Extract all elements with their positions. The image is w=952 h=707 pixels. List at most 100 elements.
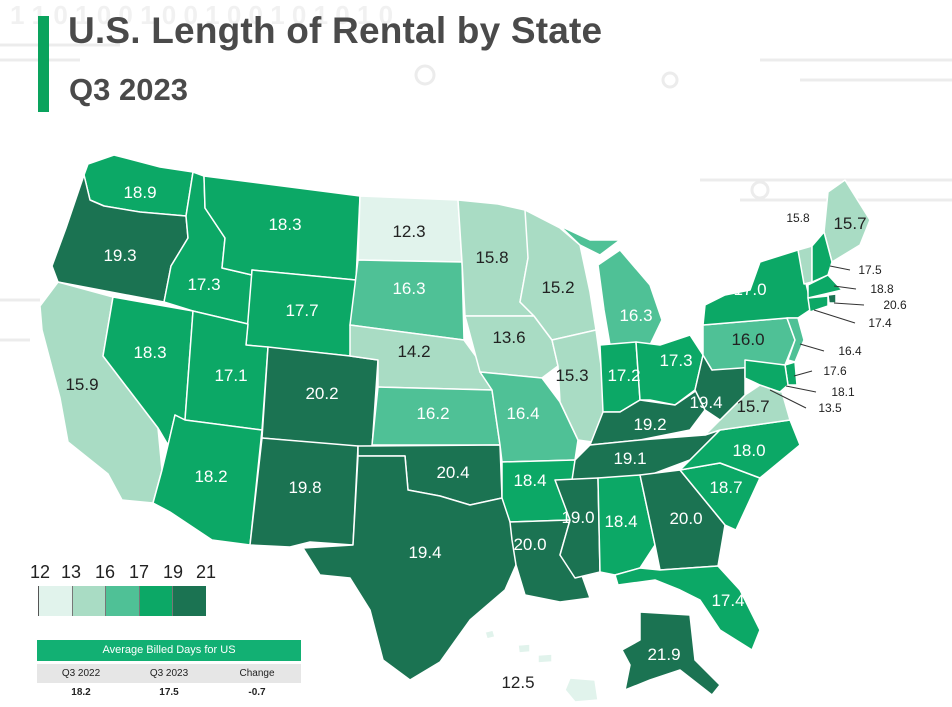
state-label-ca: 15.9 [65, 375, 98, 394]
state-label-wy: 17.7 [285, 301, 318, 320]
state-label-sd: 16.3 [392, 279, 425, 298]
column-q3-2023: Q3 2023 [149, 668, 189, 679]
legend-break-0: 12 [29, 562, 51, 582]
callout-line-ct [813, 309, 856, 324]
callout-line-nj [799, 343, 825, 352]
state-label-ks: 16.2 [416, 404, 449, 423]
state-label-nj: 16.4 [838, 344, 862, 358]
callout-line-md [785, 385, 817, 393]
state-label-nm: 19.8 [288, 478, 321, 497]
state-label-ut: 17.1 [214, 366, 247, 385]
state-label-ga: 20.0 [669, 509, 702, 528]
state-label-nv: 18.3 [133, 343, 166, 362]
state-label-ms: 19.0 [561, 508, 594, 527]
average-billed-days-table: Average Billed Days for US Q3 2022 Q3 20… [37, 640, 301, 703]
state-ma [807, 274, 843, 299]
table-row: 18.2 17.5 -0.7 [37, 683, 301, 703]
state-label-mn: 15.8 [475, 248, 508, 267]
page-title: U.S. Length of Rental by State [68, 10, 603, 51]
state-label-mo: 16.4 [506, 404, 539, 423]
state-label-ar: 18.4 [513, 471, 546, 490]
value-q3-2022: 18.2 [71, 687, 91, 698]
legend-break-5: 21 [195, 562, 217, 582]
state-label-wv: 19.4 [689, 393, 722, 412]
state-label-wi: 15.2 [541, 278, 574, 297]
state-label-il: 15.3 [555, 366, 588, 385]
state-label-fl: 17.4 [711, 591, 744, 610]
page-subtitle: Q3 2023 [69, 72, 188, 107]
state-ri [827, 293, 837, 304]
legend-swatches [38, 586, 206, 616]
title-accent-bar [38, 16, 49, 112]
state-label-nh: 17.5 [858, 263, 882, 277]
state-label-va: 15.7 [736, 397, 769, 416]
color-legend: 12 13 16 17 19 21 [28, 562, 218, 622]
state-label-me: 15.7 [833, 214, 866, 233]
svg-text:1 1 0 1 0 0 1 0 0 1 0 0 1 0 1: 1 1 0 1 0 0 1 0 0 1 0 0 1 0 1 0 1 0 [10, 0, 393, 30]
state-label-in: 17.2 [607, 366, 640, 385]
legend-swatch-3 [138, 586, 173, 616]
legend-swatch-4 [172, 586, 206, 616]
state-ct [807, 295, 829, 313]
state-label-al: 18.4 [604, 512, 637, 531]
state-tx [302, 455, 517, 681]
value-q3-2023: 17.5 [159, 687, 179, 698]
legend-swatch-2 [105, 586, 139, 616]
state-label-id: 17.3 [187, 275, 220, 294]
state-fl [614, 565, 761, 651]
state-label-tn: 19.1 [613, 449, 646, 468]
state-label-co: 20.2 [305, 384, 338, 403]
state-label-ny: 17.0 [733, 280, 766, 299]
state-label-mi: 16.3 [619, 306, 652, 325]
value-change: -0.7 [248, 687, 266, 698]
legend-break-3: 17 [128, 562, 150, 582]
state-label-ia: 13.6 [492, 328, 525, 347]
state-label-dc: 13.5 [818, 401, 842, 415]
state-label-az: 18.2 [194, 467, 227, 486]
legend-break-4: 19 [162, 562, 184, 582]
callout-line-de [793, 370, 813, 377]
callout-line-ri [833, 302, 865, 306]
column-change: Change [239, 668, 275, 679]
state-label-nd: 12.3 [392, 222, 425, 241]
state-label-ma: 18.8 [870, 282, 894, 296]
state-hi [484, 629, 599, 703]
legend-break-2: 16 [94, 562, 116, 582]
state-ak [621, 611, 721, 696]
state-mi [559, 225, 663, 346]
state-label-or: 19.3 [103, 246, 136, 265]
state-nh [811, 231, 833, 283]
table-header-row: Q3 2022 Q3 2023 Change [37, 664, 301, 683]
state-label-ak: 21.9 [647, 645, 680, 664]
state-md [744, 359, 789, 393]
state-label-tx: 19.4 [408, 543, 441, 562]
state-label-hi: 12.5 [501, 673, 534, 692]
state-label-sc: 18.7 [709, 478, 742, 497]
state-label-ky: 19.2 [633, 415, 666, 434]
state-label-ok: 20.4 [436, 463, 469, 482]
legend-swatch-1 [71, 586, 106, 616]
state-co [261, 346, 379, 449]
state-label-de: 17.6 [823, 364, 847, 378]
table-heading: Average Billed Days for US [37, 640, 301, 661]
state-label-vt: 15.8 [786, 211, 810, 225]
legend-labels: 12 13 16 17 19 21 [28, 562, 218, 582]
state-label-md: 18.1 [831, 385, 855, 399]
state-label-pa: 16.0 [731, 330, 764, 349]
state-label-ct: 17.4 [868, 316, 892, 330]
state-label-nc: 18.0 [732, 441, 765, 460]
state-label-wa: 18.9 [123, 183, 156, 202]
callout-line-dc [769, 389, 807, 409]
state-label-ne: 14.2 [397, 342, 430, 361]
callout-line-ma [833, 285, 857, 290]
legend-break-1: 13 [60, 562, 82, 582]
legend-swatch-0 [38, 586, 72, 616]
state-label-oh: 17.3 [659, 351, 692, 370]
state-label-mt: 18.3 [268, 215, 301, 234]
state-label-la: 20.0 [513, 535, 546, 554]
callout-line-nh [829, 265, 851, 271]
state-label-ri: 20.6 [883, 298, 907, 312]
column-q3-2022: Q3 2022 [61, 668, 101, 679]
